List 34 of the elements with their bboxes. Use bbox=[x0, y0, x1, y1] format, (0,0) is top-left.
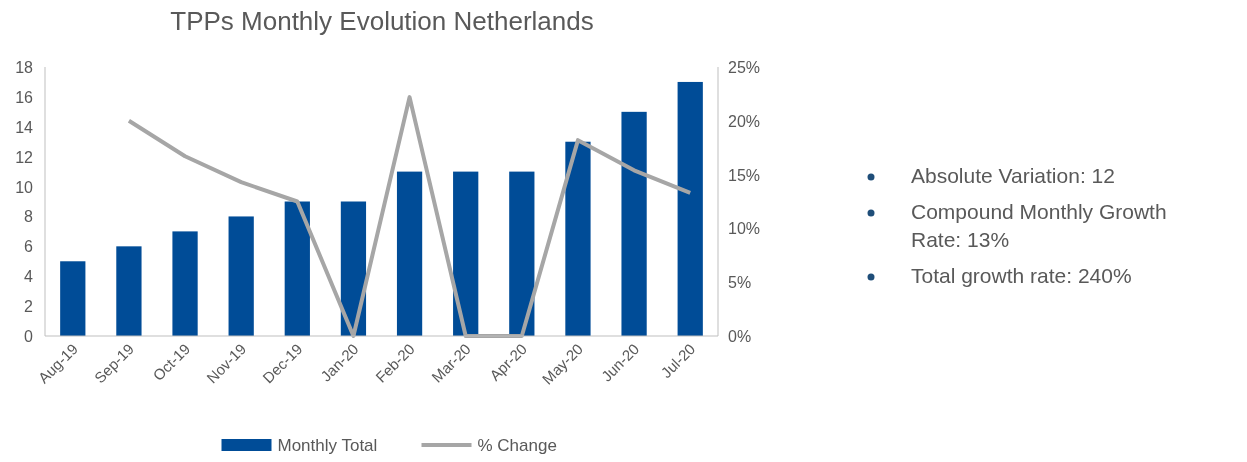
y-tick-label: 8 bbox=[24, 208, 34, 226]
bar bbox=[621, 111, 647, 336]
y2-tick-label: 5% bbox=[728, 274, 752, 292]
y-tick-label: 18 bbox=[15, 59, 34, 76]
bar bbox=[396, 171, 423, 336]
legend-label: % Change bbox=[477, 436, 557, 455]
bar bbox=[509, 171, 535, 336]
text: Compound Monthly Growth Rate: 13% bbox=[911, 200, 1167, 251]
y2-tick-label: 0% bbox=[728, 328, 752, 345]
y-tick-label: 6 bbox=[24, 238, 34, 256]
y-tick-label: 14 bbox=[15, 118, 34, 136]
bar bbox=[284, 201, 310, 336]
text: Total growth rate: 240% bbox=[911, 264, 1132, 287]
y2-tick-label: 25% bbox=[728, 59, 761, 76]
legend-label: Monthly Total bbox=[277, 436, 378, 455]
bar bbox=[60, 261, 86, 336]
bar bbox=[565, 141, 591, 336]
y-tick-label: 2 bbox=[24, 298, 34, 316]
y2-tick-label: 20% bbox=[728, 112, 761, 130]
bar bbox=[453, 171, 479, 336]
chart-title: TPPs Monthly Evolution Netherlands bbox=[170, 6, 594, 36]
bar bbox=[677, 81, 703, 336]
y2-tick-label: 15% bbox=[728, 166, 761, 184]
y-tick-label: 4 bbox=[24, 268, 34, 286]
bar bbox=[228, 216, 254, 336]
y-tick-label: 10 bbox=[15, 178, 34, 196]
y-tick-label: 12 bbox=[15, 148, 34, 166]
line-series bbox=[126, 95, 693, 338]
y-tick-label: 0 bbox=[24, 328, 34, 345]
y-tick-label: 16 bbox=[15, 88, 34, 106]
bar bbox=[116, 246, 142, 336]
y2-tick-label: 10% bbox=[728, 220, 761, 238]
text: Absolute Variation: 12 bbox=[911, 164, 1115, 187]
bar bbox=[172, 231, 198, 336]
